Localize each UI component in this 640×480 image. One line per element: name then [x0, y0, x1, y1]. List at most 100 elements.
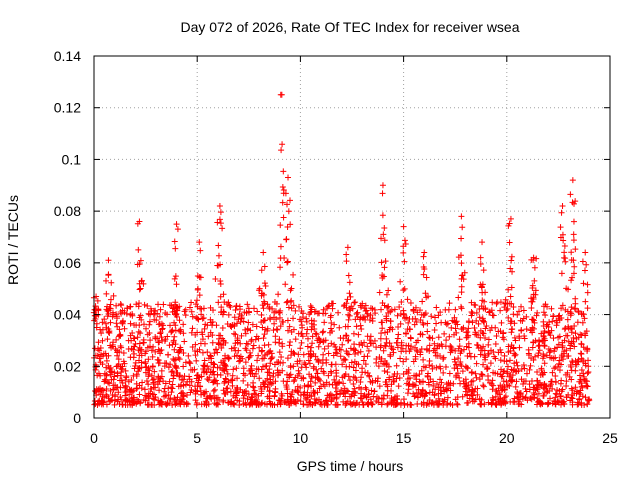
data-point: [580, 311, 587, 318]
data-point: [431, 340, 438, 347]
data-point: [516, 335, 523, 342]
data-point: [225, 399, 232, 406]
data-point: [253, 333, 260, 340]
data-point: [315, 343, 322, 350]
data-point: [435, 401, 442, 408]
data-point: [136, 322, 143, 329]
data-point: [112, 391, 119, 398]
data-point: [533, 255, 540, 262]
data-point: [385, 287, 392, 294]
data-point: [144, 331, 151, 338]
data-point: [220, 308, 227, 315]
data-point: [264, 350, 271, 357]
data-point: [387, 308, 394, 315]
data-point: [271, 392, 278, 399]
data-point: [437, 365, 444, 372]
data-point: [569, 199, 576, 206]
data-point: [561, 326, 568, 333]
data-point: [146, 318, 153, 325]
data-point: [220, 357, 227, 364]
data-point: [360, 393, 367, 400]
data-point: [548, 305, 555, 312]
data-point: [407, 300, 414, 307]
data-point: [171, 308, 178, 315]
data-point: [413, 372, 420, 379]
data-point: [560, 237, 567, 244]
data-point: [414, 401, 421, 408]
data-point: [340, 398, 347, 405]
y-tick-label: 0.1: [62, 151, 82, 167]
data-point: [323, 379, 330, 386]
data-point: [286, 342, 293, 349]
data-point: [279, 343, 286, 350]
data-point: [204, 395, 211, 402]
data-point: [192, 352, 199, 359]
data-point: [312, 379, 319, 386]
data-point: [261, 342, 268, 349]
data-point: [561, 242, 568, 249]
data-point: [400, 371, 407, 378]
data-point: [273, 326, 280, 333]
data-point: [222, 352, 229, 359]
data-point: [136, 357, 143, 364]
data-point: [158, 367, 165, 374]
data-point: [284, 355, 291, 362]
data-point: [480, 330, 487, 337]
data-point: [515, 367, 522, 374]
data-point: [286, 402, 293, 409]
data-point: [235, 347, 242, 354]
data-point: [177, 383, 184, 390]
data-point: [414, 348, 421, 355]
data-point: [217, 332, 224, 339]
data-point: [169, 341, 176, 348]
data-point: [176, 327, 183, 334]
data-point: [345, 337, 352, 344]
data-point: [297, 398, 304, 405]
data-point: [541, 335, 548, 342]
data-point: [149, 353, 156, 360]
data-point: [397, 278, 404, 285]
data-point: [458, 213, 465, 220]
data-point: [136, 382, 143, 389]
data-point: [408, 343, 415, 350]
data-point: [384, 304, 391, 311]
y-tick-label: 0.08: [54, 203, 81, 219]
data-point: [182, 359, 189, 366]
data-point: [162, 380, 169, 387]
data-point: [381, 367, 388, 374]
data-point: [240, 395, 247, 402]
data-point: [113, 336, 120, 343]
data-point: [286, 372, 293, 379]
data-point: [249, 345, 256, 352]
data-point: [389, 346, 396, 353]
data-point: [454, 365, 461, 372]
data-point: [115, 389, 122, 396]
data-point: [94, 345, 101, 352]
data-point: [553, 317, 560, 324]
data-point: [439, 343, 446, 350]
data-point: [519, 318, 526, 325]
data-point: [284, 317, 291, 324]
data-point: [320, 339, 327, 346]
data-point: [469, 319, 476, 326]
data-point: [229, 376, 236, 383]
data-point: [357, 348, 364, 355]
data-point: [117, 363, 124, 370]
data-point: [298, 307, 305, 314]
data-point: [506, 382, 513, 389]
data-point: [447, 400, 454, 407]
data-point: [584, 401, 591, 408]
data-point: [383, 317, 390, 324]
data-point: [480, 361, 487, 368]
data-point: [107, 398, 114, 405]
data-point: [308, 373, 315, 380]
data-point: [251, 373, 258, 380]
data-point: [210, 364, 217, 371]
data-point: [200, 314, 207, 321]
data-point: [549, 369, 556, 376]
data-point: [507, 293, 514, 300]
data-point: [576, 396, 583, 403]
data-point: [117, 342, 124, 349]
data-point: [337, 353, 344, 360]
data-point: [145, 373, 152, 380]
